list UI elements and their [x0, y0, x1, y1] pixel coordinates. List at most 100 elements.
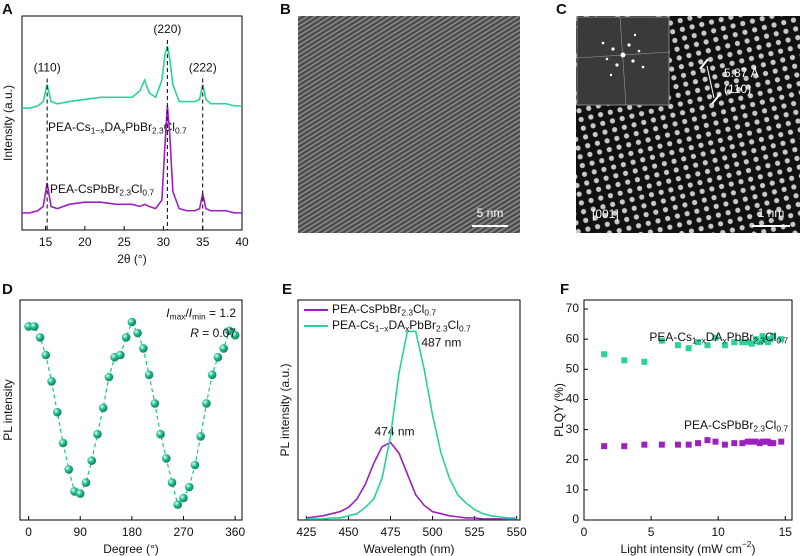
point: [127, 317, 137, 327]
point: [658, 441, 665, 448]
text-part: I: [166, 306, 170, 320]
panel-letter: F: [560, 281, 569, 298]
point: [184, 482, 194, 492]
plot-frame: [19, 299, 243, 521]
x-tick-label: 360: [225, 525, 245, 539]
point: [748, 438, 755, 445]
text-part: PEA-Cs: [332, 318, 375, 332]
point: [190, 460, 200, 470]
text-part: PbBr: [125, 120, 152, 134]
scale-bar-label: 1 nm: [758, 206, 785, 220]
point: [601, 443, 608, 450]
point: [695, 339, 702, 346]
y-tick-label: 60: [566, 331, 580, 345]
point: [770, 333, 777, 340]
fft-spots: [576, 16, 670, 106]
point: [64, 465, 74, 474]
x-tick-label: 20: [78, 235, 92, 249]
point: [93, 429, 102, 439]
point: [641, 441, 648, 448]
text-part: Cl: [448, 318, 459, 332]
point: [695, 440, 702, 447]
x-tick-label: 475: [380, 525, 400, 539]
text-part: DA: [104, 120, 121, 134]
scale-bar-label: 5 nm: [477, 206, 504, 220]
text-part: Cl: [765, 418, 776, 432]
point: [621, 443, 628, 450]
y-tick-label: 30: [566, 422, 580, 436]
point: [767, 336, 774, 343]
point: [712, 438, 719, 445]
text-part: 2.3: [152, 126, 164, 136]
text-part: 2.3: [436, 324, 448, 334]
y-axis-label: PL intensity: [1, 379, 15, 441]
point: [731, 339, 738, 346]
point: [202, 399, 211, 408]
text-part: 2.3: [401, 308, 413, 318]
text-part: 2.3: [753, 424, 765, 434]
point: [721, 342, 728, 349]
point: [778, 438, 785, 445]
text-part: R: [190, 326, 199, 340]
text-part: PEA-Cs: [649, 330, 692, 344]
point: [748, 340, 755, 347]
point: [104, 372, 114, 382]
text-part: x: [722, 336, 727, 346]
point: [87, 456, 97, 465]
text-part: 2.3: [753, 336, 765, 346]
x-tick-label: 180: [122, 525, 142, 539]
point: [731, 440, 738, 447]
text-part: 1−x: [91, 126, 106, 136]
y-tick-label: 40: [566, 392, 580, 406]
text-part: PbBr: [727, 330, 754, 344]
series-label: PEA-CsPbBr2.3Cl0.7: [684, 418, 788, 434]
point: [704, 342, 711, 349]
x-tick-label: 0: [581, 525, 588, 539]
point: [762, 336, 769, 343]
text-part: /: [185, 306, 189, 320]
x-tick-label: 15: [39, 235, 53, 249]
x-axis-label: 2θ (°): [117, 252, 146, 266]
panel-letter: E: [282, 281, 292, 298]
x-tick-label: 525: [465, 525, 485, 539]
x-axis-label: Light intensity (mW cm−2): [621, 539, 756, 556]
text-part: 2.3: [119, 188, 131, 198]
point: [230, 330, 240, 340]
legend-label: PEA-CsPbBr2.3Cl0.7: [332, 302, 436, 318]
text-part: 0.7: [776, 424, 788, 434]
x-tick-label: 425: [296, 525, 316, 539]
point: [156, 429, 165, 439]
point: [121, 333, 131, 342]
point: [213, 352, 223, 362]
point: [685, 441, 692, 448]
point: [739, 440, 746, 447]
plot-frame: [21, 15, 243, 231]
text-part: PEA-CsPbBr: [684, 418, 753, 432]
x-tick-label: 5: [648, 525, 655, 539]
panel-letter: D: [2, 281, 13, 298]
point: [219, 344, 228, 353]
point: [601, 351, 608, 358]
text-part: 1−x: [375, 324, 390, 334]
point: [744, 438, 751, 445]
text-part: PEA-CsPbBr: [50, 182, 119, 196]
plot-frame: [583, 299, 793, 521]
series-label: PEA-Cs1−xDAxPbBr2.3Cl0.7: [649, 330, 788, 346]
text-part: Cl: [413, 302, 424, 316]
text-part: DA: [388, 318, 405, 332]
text-part: Cl: [765, 330, 776, 344]
panel-letter: A: [2, 1, 13, 18]
x-tick-label: 10: [712, 525, 726, 539]
point: [30, 322, 39, 331]
text-part: Light intensity (mW cm: [621, 542, 742, 556]
x-tick-label: 40: [235, 235, 249, 249]
point: [144, 370, 154, 380]
x-tick-label: 0: [25, 525, 32, 539]
x-tick-label: 30: [157, 235, 171, 249]
peak-label: 474 nm: [374, 425, 414, 439]
point: [641, 358, 648, 365]
point: [778, 336, 785, 343]
text-part: 0.7: [424, 308, 436, 318]
point: [179, 493, 188, 503]
